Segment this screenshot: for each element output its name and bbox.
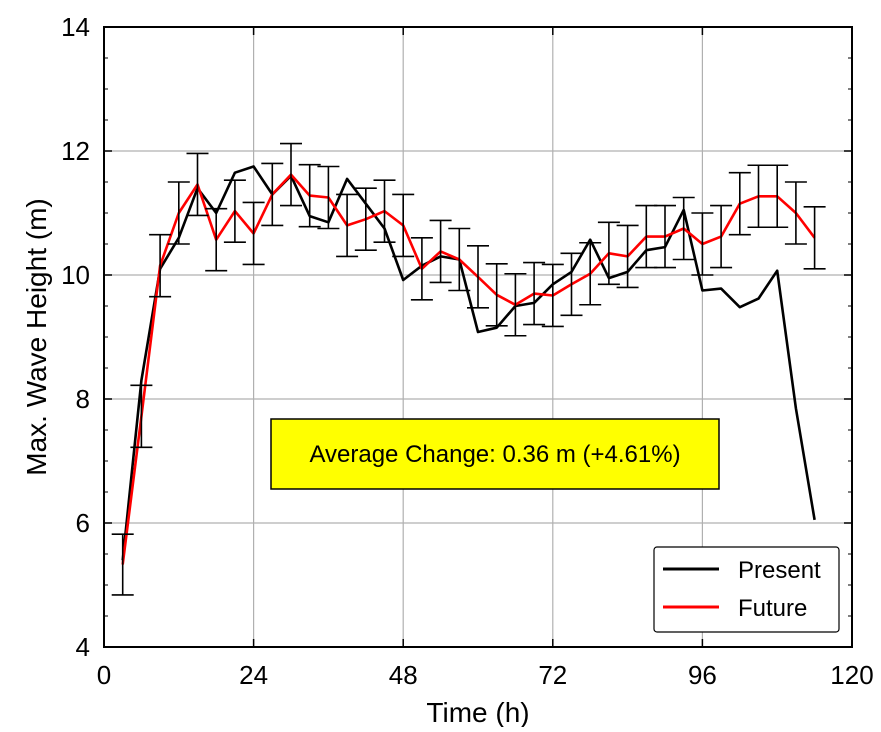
error-bar — [448, 227, 471, 292]
y-axis-label: Max. Wave Height (m) — [21, 198, 52, 475]
y-tick-label: 6 — [76, 508, 90, 538]
x-axis-label: Time (h) — [426, 697, 529, 727]
error-bar — [710, 204, 733, 269]
error-bar — [410, 237, 433, 301]
error-bar — [223, 179, 246, 243]
error-bar-layer — [111, 142, 826, 596]
error-bar — [298, 163, 321, 228]
y-tick-label: 10 — [61, 260, 90, 290]
error-bar — [392, 193, 415, 258]
error-bar — [728, 171, 751, 236]
error-bar — [747, 164, 770, 229]
y-tick-label: 4 — [76, 632, 90, 662]
error-bar — [504, 272, 527, 337]
plot-frame — [103, 26, 853, 648]
series-line-future — [121, 173, 816, 565]
legend: Present Future — [653, 546, 840, 633]
error-bar — [784, 181, 807, 245]
error-bar — [111, 533, 134, 596]
error-bar — [261, 162, 284, 227]
x-tick-label: 120 — [830, 660, 873, 690]
tick-layer: 0 24 48 72 96 120 4 6 8 10 12 14 — [61, 12, 874, 690]
annotation-box: Average Change: 0.36 m (+4.61%) — [270, 418, 720, 490]
series-line-present — [121, 165, 816, 561]
error-bar — [317, 165, 340, 230]
error-bar — [597, 221, 620, 286]
error-bar — [167, 181, 190, 245]
x-tick-label: 24 — [239, 660, 268, 690]
legend-label-future: Future — [738, 595, 807, 622]
error-bar — [560, 252, 583, 317]
error-bar — [467, 245, 489, 309]
minor-ticks — [104, 57, 852, 617]
error-bar — [616, 224, 639, 289]
error-bar — [523, 261, 546, 326]
error-bar — [130, 384, 153, 449]
error-bar — [205, 207, 228, 272]
error-bar — [485, 263, 508, 327]
annotation-background — [270, 418, 720, 490]
x-tick-label: 0 — [97, 660, 111, 690]
error-bar — [186, 152, 209, 217]
error-bar — [354, 187, 377, 251]
y-tick-label: 8 — [76, 384, 90, 414]
error-bar — [373, 179, 396, 243]
error-bar — [429, 219, 452, 284]
annotation-text: Average Change: 0.36 m (+4.61%) — [309, 441, 680, 468]
x-tick-label: 48 — [389, 660, 418, 690]
error-bar — [541, 263, 564, 328]
error-bar — [654, 204, 676, 269]
error-bar — [242, 201, 265, 266]
error-bar — [691, 212, 714, 276]
error-bar — [149, 233, 172, 298]
x-tick-label: 72 — [538, 660, 567, 690]
x-tick-label: 96 — [688, 660, 717, 690]
error-bar — [280, 142, 302, 207]
error-bar — [635, 204, 658, 269]
error-bar — [803, 206, 826, 270]
y-tick-label: 12 — [61, 136, 90, 166]
y-tick-label: 14 — [61, 12, 90, 42]
legend-label-present: Present — [738, 557, 821, 584]
error-bar — [336, 193, 359, 258]
series-layer — [121, 165, 816, 565]
error-bar — [579, 241, 602, 306]
error-bar — [766, 164, 789, 229]
error-bar — [672, 196, 695, 261]
